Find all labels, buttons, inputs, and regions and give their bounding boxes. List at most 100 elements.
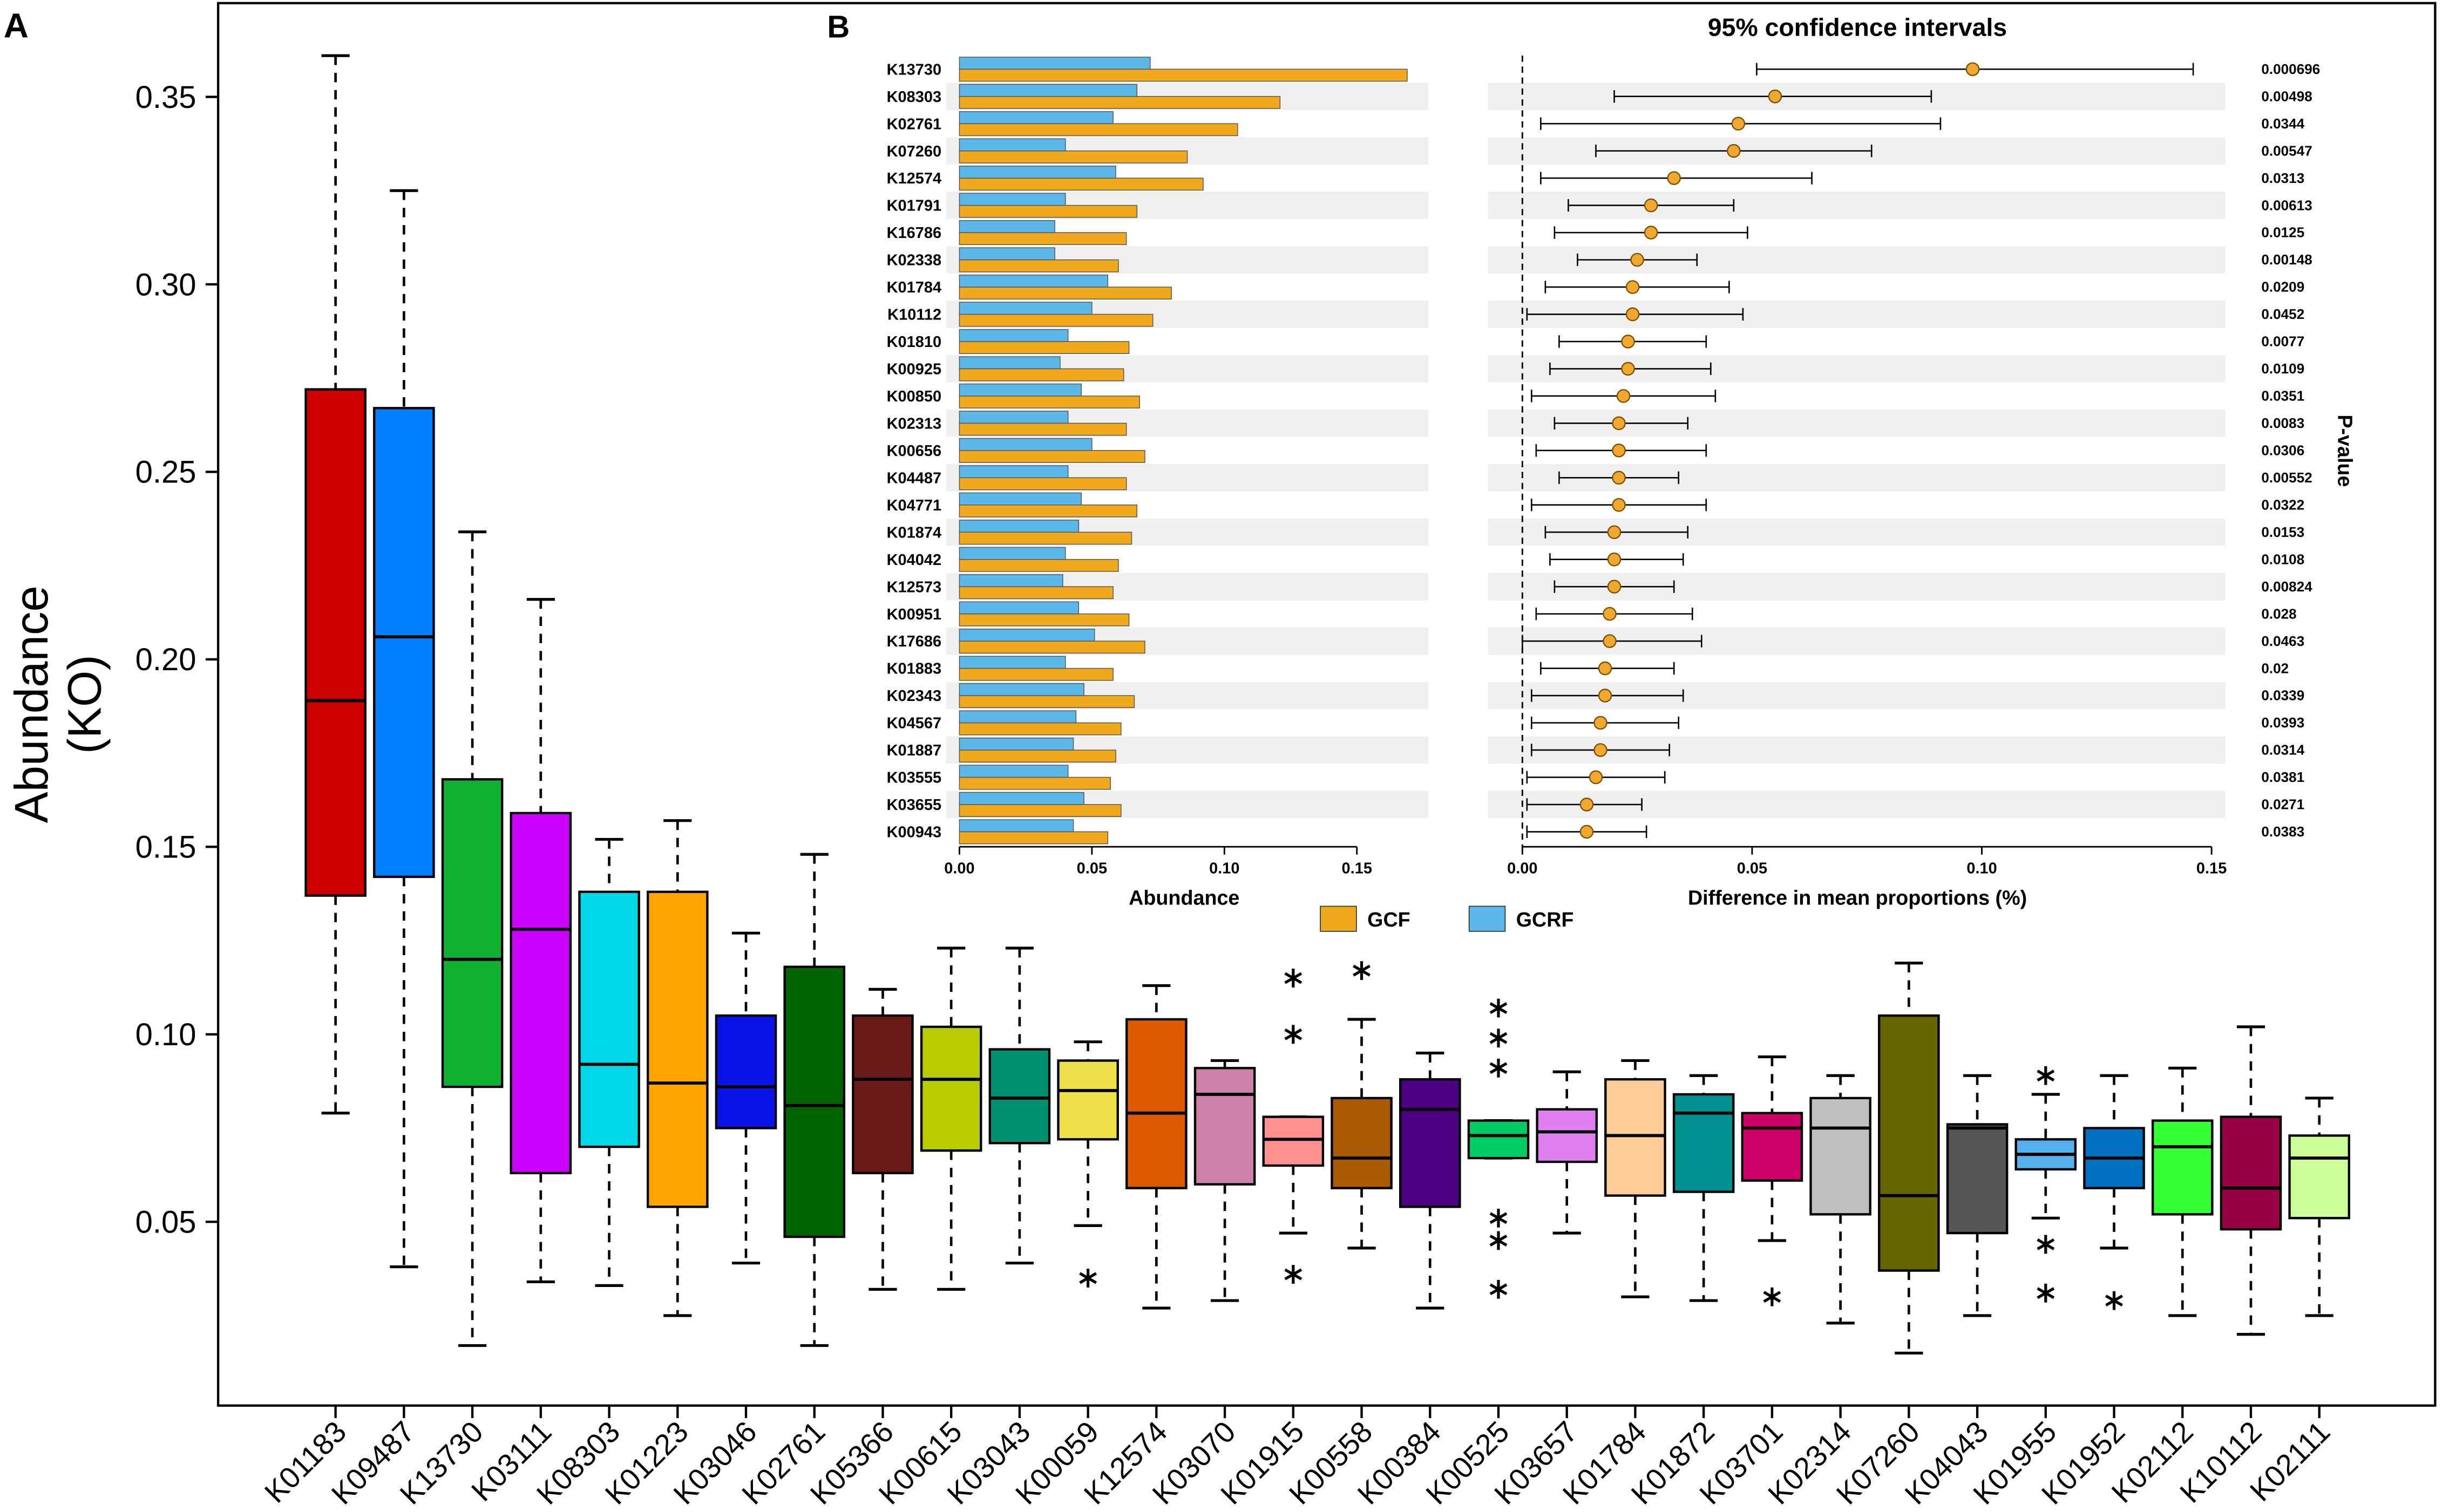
legend-swatch <box>1468 905 1506 932</box>
bar <box>959 601 1080 615</box>
bar <box>959 69 1408 82</box>
bar <box>959 341 1130 354</box>
p-value-label: P-value <box>2334 414 2357 487</box>
p-value: 0.0125 <box>2261 224 2304 241</box>
y-tick-label: 0.25 <box>135 455 196 490</box>
p-value: 0.028 <box>2261 605 2296 622</box>
box <box>1604 1078 1666 1197</box>
box <box>1331 1096 1393 1189</box>
mean-difference <box>1616 389 1631 403</box>
y-tick-label: 0.10 <box>135 1017 196 1052</box>
x-tick-label: 0.10 <box>1966 860 1997 877</box>
bar <box>959 586 1114 600</box>
box <box>304 388 367 897</box>
outlier <box>1489 1029 1508 1048</box>
legend-swatch <box>1320 905 1357 932</box>
bar <box>959 613 1130 626</box>
category-label: K16786 <box>887 224 942 242</box>
category-label: K00656 <box>887 442 942 460</box>
bar <box>959 695 1135 709</box>
category-label: K01883 <box>887 660 942 678</box>
box <box>1125 1018 1188 1189</box>
p-value: 0.0108 <box>2261 551 2304 567</box>
mean-difference <box>1625 307 1640 322</box>
panel-label: A <box>4 6 29 45</box>
p-value: 0.0393 <box>2261 714 2304 731</box>
outlier <box>1353 961 1371 980</box>
bar <box>959 247 1055 261</box>
bar <box>959 111 1114 124</box>
mean-difference <box>1621 335 1635 349</box>
mean-difference <box>1731 117 1746 131</box>
bar <box>959 220 1055 233</box>
bar <box>959 722 1122 735</box>
bar <box>959 232 1127 246</box>
category-label: K01874 <box>887 524 942 541</box>
category-label: K13730 <box>887 61 942 78</box>
legend-label: GCF <box>1367 908 1410 931</box>
bar <box>959 574 1063 587</box>
bar <box>959 368 1124 382</box>
box <box>646 890 709 1208</box>
x-tick-label: 0.00 <box>1507 860 1537 877</box>
p-value: 0.0381 <box>2261 769 2304 785</box>
category-label: K02343 <box>887 687 942 705</box>
mean-difference <box>1579 825 1594 839</box>
category-label: K17686 <box>887 633 942 650</box>
y-tick-label: 0.30 <box>135 267 196 302</box>
outlier <box>2037 1235 2055 1254</box>
x-tick-label: 0.00 <box>944 860 974 877</box>
bar <box>959 302 1093 315</box>
box <box>1467 1119 1530 1160</box>
box <box>1946 1123 2009 1235</box>
p-value: 0.00552 <box>2261 469 2312 486</box>
outlier <box>1284 1025 1302 1044</box>
p-value: 0.0351 <box>2261 388 2304 404</box>
category-label: K00850 <box>887 388 942 405</box>
bar <box>959 205 1138 218</box>
bar <box>959 792 1084 805</box>
outlier <box>1489 1208 1508 1228</box>
bar <box>959 123 1238 137</box>
p-value: 0.0077 <box>2261 333 2304 350</box>
p-value: 0.0322 <box>2261 496 2304 513</box>
y-tick-label: 0.05 <box>135 1205 196 1240</box>
box <box>1057 1059 1119 1141</box>
box <box>783 965 846 1238</box>
p-value: 0.0383 <box>2261 823 2304 840</box>
box <box>1809 1096 1871 1216</box>
mean-difference <box>1612 444 1626 458</box>
category-label: K04487 <box>887 469 942 487</box>
p-value: 0.0463 <box>2261 633 2304 649</box>
mean-difference <box>1768 89 1782 104</box>
bar <box>959 750 1116 763</box>
box <box>920 1025 982 1152</box>
bar <box>959 765 1069 778</box>
box <box>373 407 435 878</box>
mean-difference <box>1593 743 1607 757</box>
p-value: 0.0313 <box>2261 170 2304 186</box>
bar <box>959 559 1119 572</box>
p-value: 0.0344 <box>2261 115 2304 132</box>
mean-difference <box>1965 62 1980 76</box>
plot-frame <box>216 2 2437 1407</box>
category-label: K01810 <box>887 333 942 351</box>
p-value: 0.00498 <box>2261 88 2312 104</box>
mean-difference <box>1644 226 1658 240</box>
category-label: K03555 <box>887 769 942 787</box>
mean-difference <box>1598 689 1612 703</box>
mean-difference <box>1598 661 1612 676</box>
p-value: 0.000696 <box>2261 61 2320 77</box>
outlier <box>1489 1279 1508 1299</box>
box <box>1741 1112 1803 1182</box>
bar <box>959 804 1122 817</box>
bar <box>959 84 1138 97</box>
outlier <box>1489 1058 1508 1078</box>
outlier <box>1763 1287 1781 1306</box>
bar <box>959 777 1111 790</box>
bar <box>959 520 1080 533</box>
x-tick-label: 0.15 <box>1342 860 1372 877</box>
bar <box>959 178 1204 191</box>
